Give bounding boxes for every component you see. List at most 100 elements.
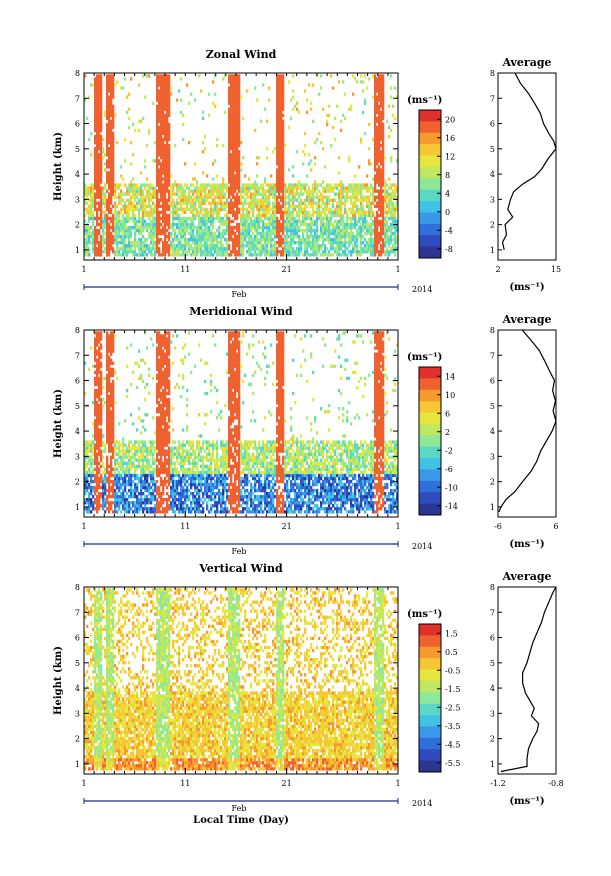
heatmap-cell [374, 219, 377, 224]
heatmap-cell [266, 216, 269, 221]
heatmap-cell [270, 228, 273, 233]
heatmap-cell [190, 228, 193, 233]
heatmap-cell [172, 247, 175, 251]
heatmap-cell [150, 186, 153, 190]
heatmap-cell [300, 186, 303, 190]
heatmap-cell [274, 244, 277, 248]
heatmap-cell [276, 89, 279, 93]
heatmap-cell [372, 198, 375, 202]
heatmap-cell [230, 180, 233, 184]
heatmap-cell [238, 128, 241, 133]
heatmap-cell [364, 225, 367, 230]
heatmap-cell [214, 74, 217, 78]
heatmap-cell [292, 231, 295, 236]
heatmap-cell [200, 222, 203, 227]
heatmap-cell [288, 125, 291, 130]
heatmap-cell [324, 250, 327, 254]
heatmap-cell [366, 189, 369, 193]
heatmap-cell [306, 247, 309, 251]
heatmap-cell [174, 183, 177, 187]
heatmap-cell [162, 253, 165, 257]
heatmap-cell [286, 247, 289, 251]
heatmap-cell [280, 183, 283, 187]
heatmap-cell [90, 153, 93, 157]
heatmap-cell [180, 253, 183, 257]
average-y-tick-label: 8 [490, 69, 495, 78]
heatmap-cell [142, 253, 145, 257]
heatmap-cell [376, 150, 379, 154]
heatmap-cell [330, 247, 333, 251]
heatmap-cell [282, 137, 285, 142]
heatmap-cell [228, 177, 231, 181]
heatmap-cell [186, 204, 189, 209]
heatmap-cell [286, 238, 289, 242]
heatmap-cell [234, 156, 237, 160]
heatmap-cell [108, 250, 111, 254]
heatmap-cell [254, 247, 257, 251]
y-tick-label: 3 [75, 195, 80, 204]
heatmap-cell [394, 253, 397, 257]
heatmap-cell [296, 231, 299, 236]
heatmap-cell [390, 238, 393, 242]
heatmap-cell [164, 250, 167, 254]
heatmap-cell [108, 225, 111, 230]
heatmap-cell [216, 183, 219, 187]
heatmap-cell [366, 225, 369, 230]
heatmap-cell [248, 195, 251, 199]
heatmap-cell [380, 80, 383, 84]
heatmap-cell [168, 150, 171, 154]
colorbar-swatch [419, 178, 441, 191]
heatmap-cell [362, 241, 365, 245]
heatmap-cell [162, 183, 165, 187]
heatmap-cell [236, 74, 239, 78]
heatmap-cell [310, 247, 313, 251]
heatmap-cell [232, 238, 235, 242]
heatmap-cell [248, 247, 251, 251]
heatmap-cell [84, 452, 87, 456]
heatmap-cell [236, 147, 239, 151]
heatmap-cell [388, 210, 391, 215]
heatmap-cell [282, 253, 285, 257]
heatmap-cell [116, 228, 119, 233]
heatmap-cell [304, 210, 307, 215]
heatmap-cell [164, 147, 167, 151]
heatmap-cell [186, 253, 189, 257]
heatmap-cell [234, 95, 237, 99]
heatmap-cell [280, 77, 283, 81]
heatmap-cell [266, 198, 269, 202]
heatmap-cell [148, 74, 151, 78]
heatmap-cell [208, 216, 211, 221]
heatmap-cell [374, 141, 377, 145]
heatmap-cell [380, 116, 383, 121]
heatmap-cell [348, 189, 351, 193]
heatmap-cell [116, 210, 119, 215]
heatmap-cell [378, 198, 381, 202]
heatmap-cell [272, 222, 275, 227]
heatmap-cell [90, 225, 93, 230]
heatmap-cell [88, 198, 91, 202]
heatmap-cell [394, 204, 397, 209]
heatmap-cell [374, 125, 377, 130]
heatmap-cell [90, 504, 93, 508]
heatmap-cell [274, 147, 277, 151]
heatmap-cell [252, 247, 255, 251]
heatmap-cell [102, 470, 105, 475]
heatmap-cell [214, 250, 217, 254]
heatmap-cell [174, 180, 177, 184]
heatmap-cell [178, 195, 181, 199]
heatmap-cell [396, 247, 399, 251]
heatmap-cell [98, 449, 101, 453]
heatmap-cell [122, 231, 125, 236]
heatmap-cell [266, 250, 269, 254]
heatmap-cell [98, 419, 101, 423]
heatmap-cell [278, 177, 281, 181]
heatmap-cell [178, 89, 181, 93]
heatmap-cell [142, 183, 145, 187]
heatmap-cell [352, 222, 355, 227]
heatmap-cell [92, 401, 95, 405]
heatmap-cell [352, 186, 355, 190]
heatmap-cell [102, 228, 105, 233]
heatmap-cell [162, 104, 165, 108]
heatmap-cell [376, 213, 379, 218]
heatmap-cell [210, 210, 213, 215]
